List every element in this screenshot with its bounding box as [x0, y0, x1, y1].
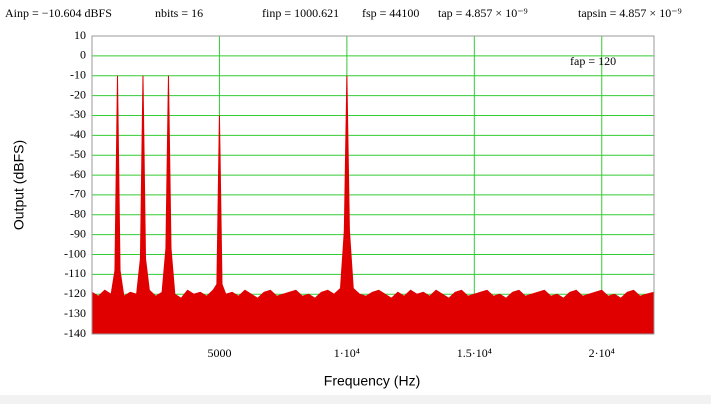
y-tick-label: -60 — [70, 167, 86, 181]
annotation: finp = 1000.621 — [262, 6, 339, 20]
y-tick-label: -30 — [70, 107, 86, 121]
annotation: fap = 120 — [570, 54, 616, 68]
y-tick-label: -120 — [64, 286, 86, 300]
y-tick-label: -40 — [70, 127, 86, 141]
y-tick-label: -130 — [64, 306, 86, 320]
annotation: tapsin = 4.857 × 10⁻⁹ — [578, 6, 682, 20]
y-tick-label: -70 — [70, 187, 86, 201]
y-axis-label: Output (dBFS) — [11, 140, 27, 230]
x-tick-label: 2·10⁴ — [589, 346, 615, 360]
y-tick-label: -50 — [70, 147, 86, 161]
y-tick-label: -80 — [70, 207, 86, 221]
y-tick-label: 0 — [80, 48, 86, 62]
y-tick-label: -110 — [64, 266, 86, 280]
x-tick-label: 1.5·10⁴ — [457, 346, 492, 360]
y-tick-label: 10 — [74, 28, 86, 42]
x-tick-label: 1·10⁴ — [334, 346, 360, 360]
plot-area — [92, 36, 654, 334]
y-tick-label: -20 — [70, 87, 86, 101]
y-tick-label: -100 — [64, 246, 86, 260]
annotation: fsp = 44100 — [362, 6, 419, 20]
x-tick-label: 5000 — [207, 346, 231, 360]
spectrum — [91, 75, 655, 335]
annotation: nbits = 16 — [155, 6, 203, 20]
y-tick-label: -10 — [70, 67, 86, 81]
y-tick-label: -90 — [70, 226, 86, 240]
bottom-strip — [0, 395, 711, 404]
annotation: Ainp = −10.604 dBFS — [5, 6, 112, 20]
annotation: tap = 4.857 × 10⁻⁹ — [438, 6, 528, 20]
x-axis-label: Frequency (Hz) — [324, 373, 420, 389]
y-tick-label: -140 — [64, 326, 86, 340]
plot-border — [91, 35, 655, 335]
